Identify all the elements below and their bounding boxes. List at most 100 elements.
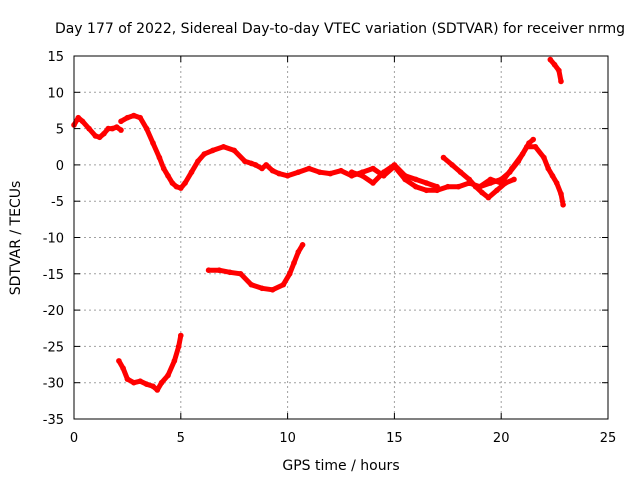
data-point xyxy=(263,162,270,168)
data-point xyxy=(75,114,82,121)
y-tick-label: 0 xyxy=(56,159,64,174)
data-point xyxy=(79,118,86,125)
data-point xyxy=(171,358,178,364)
data-point xyxy=(440,154,447,161)
y-tick-label: 5 xyxy=(56,123,64,138)
data-point xyxy=(295,169,302,175)
data-point xyxy=(515,158,522,165)
data-point xyxy=(547,56,554,63)
y-tick-label: 10 xyxy=(47,86,64,101)
data-point xyxy=(237,271,244,277)
data-point xyxy=(169,180,176,186)
data-point xyxy=(286,271,293,277)
data-point xyxy=(348,169,355,175)
data-point xyxy=(553,180,560,186)
data-point xyxy=(131,112,137,119)
data-point xyxy=(299,242,306,248)
data-point xyxy=(259,165,265,172)
data-point xyxy=(530,136,536,143)
data-point xyxy=(227,269,233,276)
x-axis-title: GPS time / hours xyxy=(282,458,399,474)
x-tick-label: 10 xyxy=(279,431,296,446)
data-point xyxy=(143,381,150,388)
data-point xyxy=(165,173,171,179)
data-point xyxy=(137,114,143,121)
data-point xyxy=(269,167,276,174)
y-tick-label: -5 xyxy=(51,195,64,210)
data-point xyxy=(156,154,163,161)
data-point xyxy=(137,378,143,385)
data-point xyxy=(101,130,107,137)
data-point xyxy=(532,144,539,150)
data-point xyxy=(284,173,291,179)
data-point xyxy=(511,176,517,183)
data-point xyxy=(248,281,255,288)
data-point xyxy=(96,134,103,141)
data-point xyxy=(380,169,387,175)
data-point xyxy=(370,165,376,172)
data-point xyxy=(242,158,248,165)
data-point xyxy=(291,260,297,266)
data-point xyxy=(502,180,509,186)
data-point xyxy=(195,158,201,165)
data-point xyxy=(113,124,120,130)
data-point xyxy=(131,379,137,386)
data-point xyxy=(327,170,334,177)
axis-ticks xyxy=(73,55,609,420)
data-point xyxy=(175,343,182,350)
data-point xyxy=(449,162,455,168)
data-point xyxy=(506,169,513,175)
data-point xyxy=(178,332,184,339)
data-point xyxy=(173,183,180,190)
y-tick-labels: 15 10 5 0 -5 -10 -15 -20 -25 -30 -35 xyxy=(43,50,64,428)
data-point xyxy=(220,144,227,150)
y-tick-label: -15 xyxy=(43,268,64,283)
data-point xyxy=(338,167,344,174)
data-point xyxy=(178,185,184,191)
data-point xyxy=(124,376,131,382)
chart-title: Day 177 of 2022, Sidereal Day-to-day VTE… xyxy=(55,21,625,37)
data-point xyxy=(154,387,161,393)
data-point xyxy=(231,147,237,154)
data-point xyxy=(269,287,276,293)
data-point xyxy=(248,160,255,167)
data-point xyxy=(359,173,366,179)
data-point xyxy=(413,176,419,183)
data-point xyxy=(295,249,302,255)
data-point xyxy=(551,61,558,68)
data-point xyxy=(120,365,126,372)
x-tick-label: 25 xyxy=(600,431,617,446)
data-point xyxy=(276,170,282,177)
data-point xyxy=(472,183,479,190)
data-point xyxy=(549,173,556,179)
data-point xyxy=(413,183,419,190)
data-point xyxy=(370,180,376,186)
data-point xyxy=(560,202,566,208)
data-point xyxy=(150,140,156,146)
y-tick-label: -20 xyxy=(43,304,64,319)
x-tick-label: 0 xyxy=(70,431,78,446)
data-point xyxy=(124,114,131,121)
data-point xyxy=(541,154,547,161)
data-point xyxy=(306,165,312,172)
data-point xyxy=(259,285,265,292)
y-tick-label: -35 xyxy=(43,413,64,428)
data-point xyxy=(160,165,167,172)
data-point xyxy=(479,189,485,196)
data-point xyxy=(487,180,494,186)
data-point xyxy=(558,78,564,85)
data-point xyxy=(86,125,92,132)
data-point xyxy=(434,183,440,190)
data-point xyxy=(556,67,562,74)
data-point xyxy=(423,180,430,186)
data-point xyxy=(165,372,171,379)
data-point xyxy=(105,125,111,132)
data-point xyxy=(524,144,530,150)
x-tick-label: 15 xyxy=(386,431,403,446)
data-point xyxy=(445,183,451,190)
data-point xyxy=(143,125,150,132)
data-point xyxy=(205,267,212,274)
data-point xyxy=(216,267,222,274)
